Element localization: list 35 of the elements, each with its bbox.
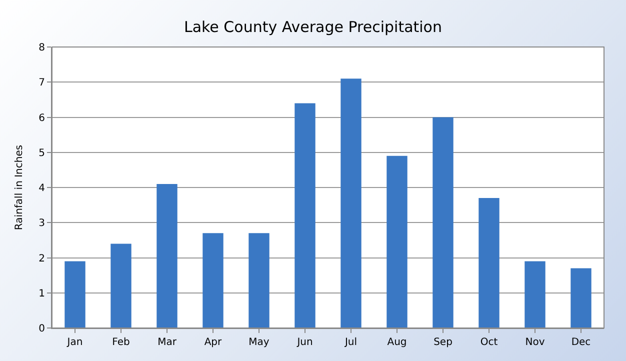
y-tick-label: 8 <box>38 42 45 54</box>
x-tick-label: Apr <box>204 337 223 348</box>
y-tick-label: 7 <box>38 78 45 89</box>
y-tick-label: 1 <box>38 288 45 300</box>
x-tick-label: Dec <box>571 337 591 348</box>
y-tick-label: 4 <box>38 183 45 194</box>
bar <box>110 244 132 328</box>
x-tick-label: Aug <box>387 337 407 348</box>
y-tick-label: 2 <box>38 253 45 264</box>
x-tick-label: Sep <box>434 337 452 348</box>
y-tick-label: 6 <box>38 112 45 124</box>
x-tick-label: May <box>248 337 270 348</box>
bar <box>340 78 362 328</box>
bar <box>64 261 86 328</box>
y-tick-label: 0 <box>38 324 45 334</box>
bar <box>524 261 546 328</box>
x-tick-label: Jul <box>344 337 358 348</box>
x-tick-label: Feb <box>112 337 130 348</box>
bar <box>432 117 454 328</box>
y-axis-title: Rainfall in Inches <box>14 144 25 230</box>
x-tick-label: Oct <box>480 337 498 348</box>
bar <box>386 156 408 328</box>
bar <box>294 103 316 328</box>
x-tick-label: Nov <box>525 337 545 348</box>
y-tick-label: 5 <box>38 148 45 159</box>
chart-title: Lake County Average Precipitation <box>184 18 442 36</box>
bar <box>156 184 178 328</box>
bar <box>478 198 500 328</box>
y-tick-label: 3 <box>38 218 45 230</box>
bar <box>570 268 592 328</box>
bar <box>248 233 270 328</box>
x-tick-label: Jan <box>66 337 83 348</box>
bar <box>202 233 224 328</box>
x-tick-label: Mar <box>158 337 178 348</box>
x-tick-label: Jun <box>296 337 313 348</box>
